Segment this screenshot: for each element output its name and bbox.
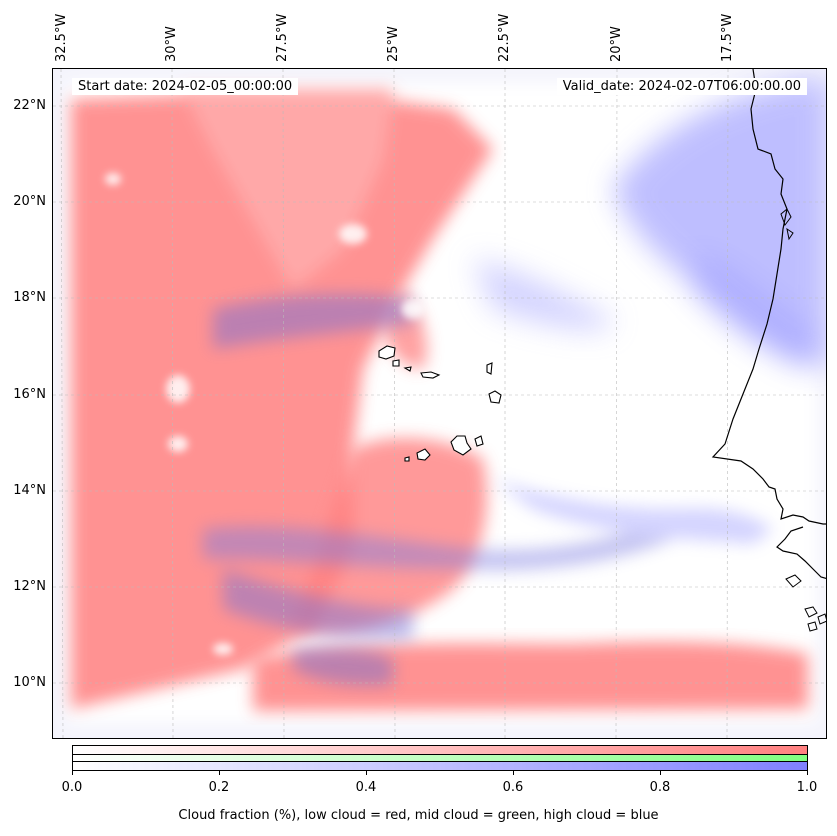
colorbar-tick-label-0: 0.0 xyxy=(61,780,83,795)
colorbar xyxy=(72,745,808,771)
africa-coastline xyxy=(711,69,826,525)
high-cloud-northeast xyxy=(473,79,826,369)
colorbar-tick-3 xyxy=(513,771,514,775)
colorbar-tick-0 xyxy=(72,771,73,775)
lon-label-27-5w: 27.5°W xyxy=(275,13,290,62)
clear-patches xyxy=(105,173,425,655)
colorbar-tick-label-5: 1.0 xyxy=(796,780,818,795)
cloud-fraction-map xyxy=(53,69,826,738)
banc-arguin-coast xyxy=(780,208,794,241)
map-panel[interactable] xyxy=(52,68,827,739)
colorbar-tick-label-3: 0.6 xyxy=(502,780,524,795)
lat-label-14n: 14°N xyxy=(13,483,46,498)
graticule xyxy=(53,69,826,738)
lon-label-20w: 20°W xyxy=(609,26,624,62)
lat-label-22n: 22°N xyxy=(13,98,46,113)
colorbar-tick-4 xyxy=(660,771,661,775)
colorbar-tick-label-1: 0.2 xyxy=(208,780,230,795)
lat-label-10n: 10°N xyxy=(13,675,46,690)
colorbar-tick-1 xyxy=(219,771,220,775)
bijagos-islands xyxy=(785,574,826,632)
cape-verde-islands xyxy=(378,345,502,462)
lat-label-12n: 12°N xyxy=(13,579,46,594)
lon-label-22-5w: 22.5°W xyxy=(497,13,512,62)
lat-label-20n: 20°N xyxy=(13,194,46,209)
colorbar-tick-5 xyxy=(807,771,808,775)
lon-label-32-5w: 32.5°W xyxy=(54,13,69,62)
low-cloud-west xyxy=(71,89,493,709)
lat-label-16n: 16°N xyxy=(13,387,46,402)
colorbar-mid-cloud-row xyxy=(73,754,807,762)
lat-label-18n: 18°N xyxy=(13,290,46,305)
start-date-label: Start date: 2024-02-05_00:00:00 xyxy=(72,78,299,95)
lon-label-25w: 25°W xyxy=(386,26,401,62)
africa-coastline-bissau xyxy=(776,526,826,580)
colorbar-caption: Cloud fraction (%), low cloud = red, mid… xyxy=(178,808,659,823)
colorbar-tick-2 xyxy=(366,771,367,775)
colorbar-tick-label-2: 0.4 xyxy=(355,780,377,795)
colorbar-tick-label-4: 0.8 xyxy=(649,780,671,795)
colorbar-high-cloud-row xyxy=(73,762,807,770)
colorbar-low-cloud-row xyxy=(73,746,807,754)
valid-date-label: Valid_date: 2024-02-07T06:00:00.00 xyxy=(556,78,807,95)
lon-label-17-5w: 17.5°W xyxy=(720,13,735,62)
lon-label-30w: 30°W xyxy=(164,26,179,62)
